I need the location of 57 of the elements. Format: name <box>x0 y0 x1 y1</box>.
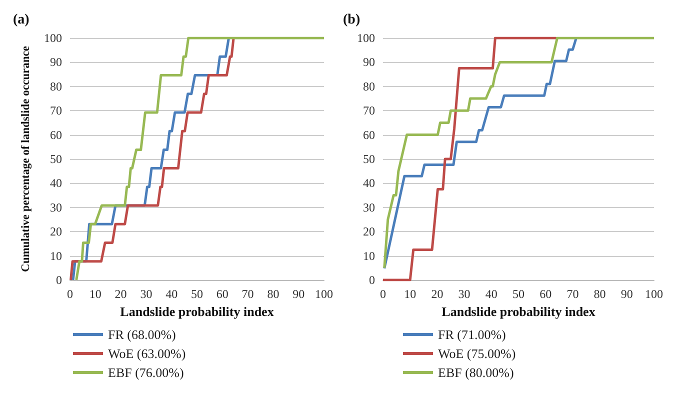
y-tick-label: 40 <box>363 176 375 190</box>
x-tick-label: 20 <box>114 287 127 301</box>
x-tick-label: 60 <box>540 287 552 301</box>
y-tick-label: 90 <box>363 55 375 70</box>
x-tick-label: 0 <box>380 287 386 301</box>
y-tick-label: 30 <box>363 200 375 214</box>
y-tick-label: 70 <box>363 104 375 118</box>
x-tick-label: 70 <box>242 287 254 301</box>
x-tick-label: 10 <box>404 287 416 301</box>
y-tick-label: 50 <box>363 152 375 166</box>
y-tick-label: 60 <box>363 128 375 142</box>
y-tick-label: 0 <box>369 273 375 287</box>
legend-label: WoE (63.00%) <box>108 346 186 361</box>
x-tick-label: 60 <box>216 287 228 301</box>
x-tick-label: 0 <box>67 287 73 301</box>
x-axis-title: Landslide probability index <box>120 304 274 319</box>
y-tick-label: 100 <box>44 31 62 45</box>
x-tick-label: 80 <box>594 287 606 301</box>
y-tick-label: 30 <box>50 200 62 214</box>
x-tick-label: 10 <box>89 287 102 301</box>
x-tick-label: 90 <box>292 287 305 301</box>
x-tick-label: 100 <box>315 287 333 301</box>
y-tick-label: 60 <box>50 128 62 142</box>
y-tick-label: 100 <box>357 31 375 45</box>
x-tick-label: 40 <box>485 287 498 301</box>
legend-label: WoE (75.00%) <box>438 346 516 361</box>
x-tick-label: 30 <box>140 287 152 301</box>
y-tick-label: 20 <box>50 224 62 239</box>
x-tick-label: 100 <box>645 287 663 301</box>
y-tick-label: 80 <box>363 79 375 94</box>
y-tick-label: 70 <box>50 104 62 118</box>
x-tick-label: 30 <box>458 287 470 301</box>
x-tick-label: 20 <box>431 287 444 301</box>
legend-label: FR (68.00%) <box>108 327 176 342</box>
x-tick-label: 90 <box>620 287 633 301</box>
chart-title: (a) <box>13 12 30 28</box>
legend-label: EBF (80.00%) <box>438 365 514 380</box>
y-tick-label: 0 <box>56 273 62 287</box>
y-tick-label: 20 <box>363 224 375 239</box>
y-tick-label: 90 <box>50 55 62 70</box>
y-tick-label: 10 <box>363 248 375 263</box>
x-tick-label: 50 <box>512 287 524 301</box>
legend-label: FR (71.00%) <box>438 327 506 342</box>
x-tick-label: 70 <box>566 287 579 301</box>
y-tick-label: 40 <box>50 176 62 190</box>
chart-title: (b) <box>343 12 360 28</box>
y-tick-label: 80 <box>50 79 62 94</box>
x-tick-label: 40 <box>166 287 178 301</box>
y-axis-title: Cumulative percentage of landslide occurance <box>20 46 32 272</box>
x-axis-title: Landslide probability index <box>442 304 596 319</box>
legend-label: EBF (76.00%) <box>108 365 184 380</box>
line-series <box>383 36 656 270</box>
y-tick-label: 50 <box>50 152 62 166</box>
x-tick-label: 50 <box>191 287 203 301</box>
y-tick-label: 10 <box>50 248 62 263</box>
line-series <box>75 36 326 282</box>
x-tick-label: 80 <box>267 287 280 301</box>
